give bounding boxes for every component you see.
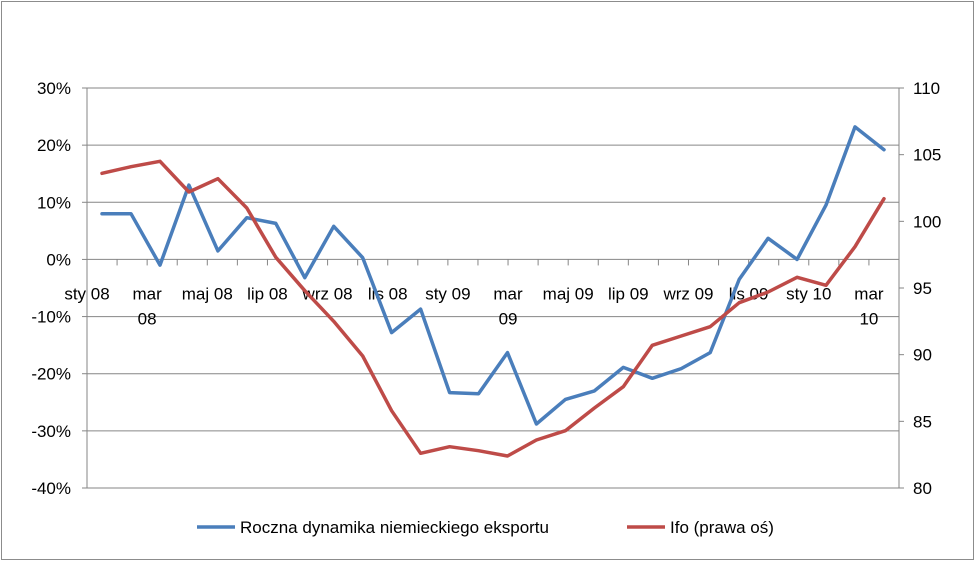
- left-tick-label: 10%: [37, 193, 71, 212]
- x-tick-label: lip 09: [608, 284, 649, 303]
- left-tick-label: 30%: [37, 79, 71, 98]
- left-tick-label: -40%: [31, 479, 71, 498]
- x-tick-label: mar 08: [133, 284, 163, 328]
- x-tick-label: mar 09: [493, 284, 523, 328]
- x-tick-label: sty 10: [786, 284, 831, 303]
- right-tick-label: 85: [913, 412, 932, 431]
- gridlines: [87, 87, 899, 489]
- right-tick-label: 90: [913, 346, 932, 365]
- left-tick-label: -30%: [31, 422, 71, 441]
- series-line-1: [100, 125, 886, 426]
- right-tick-label: 105: [913, 146, 941, 165]
- x-tick-label: maj 09: [543, 284, 594, 303]
- x-tick-label: mar 10: [854, 284, 884, 328]
- left-tick-label: 20%: [37, 136, 71, 155]
- left-tick-label: -10%: [31, 308, 71, 327]
- x-tick-label: wrz 09: [662, 284, 713, 303]
- left-axis-ticks: -40% -30% -20% -10% 0% 10% 20% 30%: [31, 79, 71, 498]
- x-tick-label: lip 08: [247, 284, 288, 303]
- x-tick-label: lis 09: [729, 284, 769, 303]
- right-axis-ticks: 80 85 90 95 100 105 110: [913, 79, 941, 498]
- right-tick-label: 110: [913, 79, 940, 98]
- legend: Roczna dynamika niemieckiego eksportu Ifo…: [197, 518, 774, 537]
- right-tick-label: 80: [913, 479, 932, 498]
- x-tick-label: sty 09: [425, 284, 470, 303]
- left-tick-label: 0%: [46, 250, 71, 269]
- legend-label: Roczna dynamika niemieckiego eksportu: [240, 518, 549, 537]
- right-tick-label: 95: [913, 279, 932, 298]
- series-line-2: [100, 159, 886, 458]
- left-tick-label: -20%: [31, 365, 71, 384]
- series-lines: [100, 125, 886, 458]
- right-tick-label: 100: [913, 212, 941, 231]
- x-tick-label: maj 08: [182, 284, 233, 303]
- axes: [82, 87, 904, 489]
- x-tick-label: sty 08: [64, 284, 109, 303]
- legend-label: Ifo (prawa oś): [670, 518, 774, 537]
